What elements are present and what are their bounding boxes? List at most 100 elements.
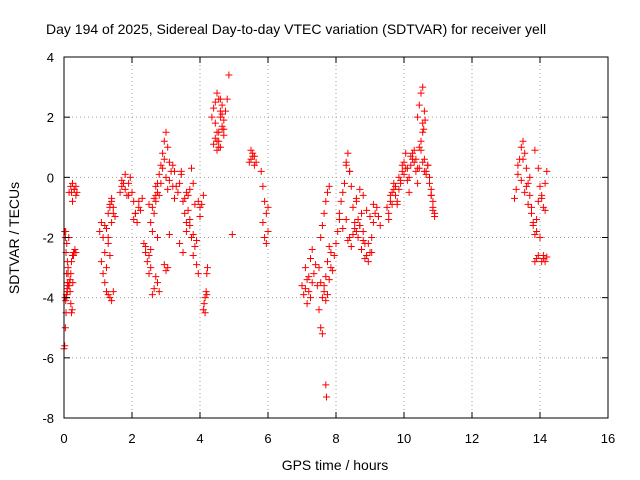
data-point [407, 161, 415, 169]
data-point [356, 185, 364, 193]
data-point [189, 179, 197, 187]
data-point [359, 191, 367, 199]
data-point [315, 306, 323, 314]
y-tick-label: -2 [42, 231, 54, 246]
data-point [325, 243, 333, 251]
data-point [225, 71, 233, 79]
data-point [303, 276, 311, 284]
data-point [541, 179, 549, 187]
data-point [191, 200, 199, 208]
data-point [191, 243, 199, 251]
data-point [398, 161, 406, 169]
x-tick-label: 14 [533, 431, 547, 446]
data-point [250, 161, 258, 169]
data-point [376, 221, 384, 229]
data-point [514, 161, 522, 169]
data-point [327, 249, 335, 257]
data-point [133, 218, 141, 226]
data-point [177, 167, 185, 175]
data-point [181, 194, 189, 202]
data-point [223, 95, 231, 103]
y-axis: -8 -6 -4 -2 0 2 4 [42, 50, 608, 426]
data-point [103, 288, 110, 296]
x-tick-label: 8 [332, 431, 339, 446]
data-point [64, 282, 72, 290]
data-point [216, 95, 224, 103]
data-point [533, 227, 541, 235]
data-point [524, 179, 532, 187]
data-point [143, 258, 151, 266]
data-point [68, 306, 76, 314]
data-point [245, 158, 253, 166]
data-point [395, 173, 403, 181]
data-point [322, 393, 330, 401]
data-point [427, 191, 435, 199]
data-point [109, 209, 117, 217]
data-point [216, 107, 224, 115]
data-point [417, 89, 425, 97]
data-point [101, 221, 109, 229]
data-point [104, 234, 112, 241]
data-point [368, 249, 376, 257]
data-point [414, 113, 422, 121]
data-point [203, 270, 211, 278]
data-point [344, 237, 352, 245]
data-point [211, 98, 219, 106]
data-point [543, 253, 551, 261]
data-point [216, 113, 224, 121]
data-point [405, 173, 413, 181]
data-point [184, 206, 192, 214]
data-point [71, 246, 79, 254]
data-point [67, 270, 75, 278]
data-point [121, 185, 129, 193]
data-point [109, 288, 117, 296]
data-point [349, 203, 357, 211]
data-point [203, 291, 211, 299]
data-point [194, 270, 202, 278]
data-point [220, 131, 228, 139]
data-point [512, 185, 520, 193]
data-point [155, 170, 163, 178]
data-point [541, 258, 549, 266]
data-point [145, 200, 153, 208]
data-point [257, 167, 265, 175]
data-point [305, 273, 313, 281]
data-point [157, 161, 165, 169]
data-point [135, 197, 143, 205]
x-tick-label: 6 [264, 431, 271, 446]
data-point [534, 252, 542, 260]
data-point [218, 110, 226, 118]
data-point [199, 306, 207, 314]
data-point [147, 264, 155, 272]
data-point [218, 101, 226, 109]
data-point [363, 252, 371, 260]
data-point [403, 176, 411, 184]
data-point [196, 203, 204, 211]
data-point [172, 182, 180, 190]
chart-title: Day 194 of 2025, Sidereal Day-to-day VTE… [46, 21, 546, 37]
data-point [211, 134, 219, 142]
data-point [103, 264, 110, 272]
data-point [366, 212, 374, 220]
data-point [165, 158, 173, 166]
data-point [337, 197, 345, 205]
data-point [160, 155, 168, 163]
data-point [390, 179, 398, 187]
x-tick-label: 10 [397, 431, 411, 446]
data-point [368, 234, 376, 241]
data-point [522, 164, 530, 172]
y-tick-label: 4 [47, 50, 54, 65]
data-point [526, 173, 534, 181]
data-point [298, 282, 306, 290]
data-point [108, 297, 116, 305]
data-point [186, 221, 194, 229]
data-point [388, 200, 396, 208]
data-point [121, 170, 129, 178]
data-point [171, 167, 178, 175]
data-point [386, 191, 394, 199]
data-point [307, 255, 314, 263]
data-point [313, 282, 321, 290]
data-point [534, 164, 542, 172]
x-axis-label: GPS time / hours [282, 457, 389, 473]
x-tick-label: 16 [601, 431, 615, 446]
